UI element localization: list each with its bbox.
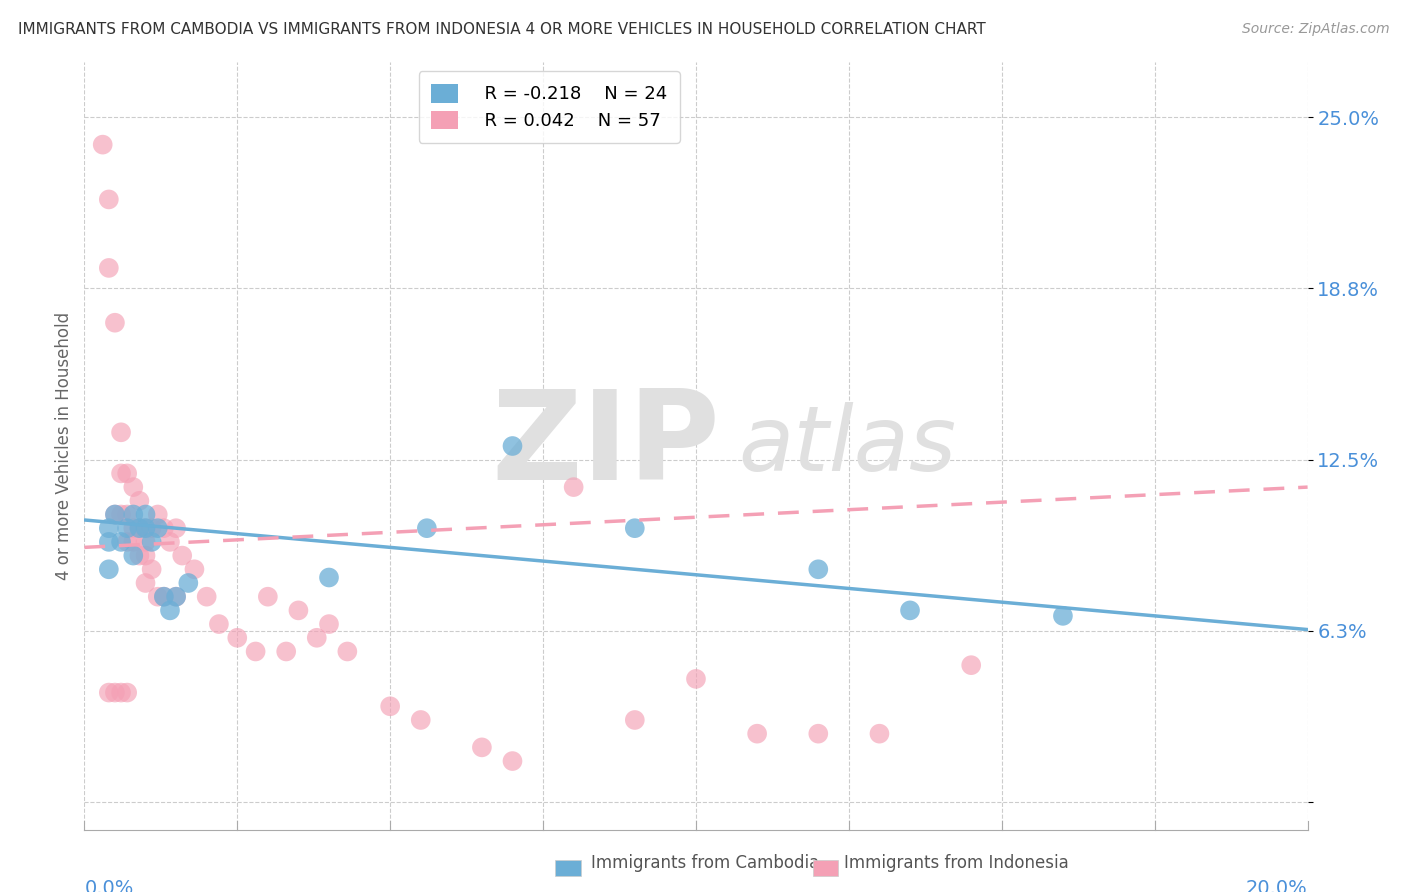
Point — [226, 631, 249, 645]
Point — [287, 603, 309, 617]
Point — [122, 480, 145, 494]
Point — [115, 534, 138, 549]
Point — [104, 685, 127, 699]
Point — [141, 521, 163, 535]
Text: IMMIGRANTS FROM CAMBODIA VS IMMIGRANTS FROM INDONESIA 4 OR MORE VEHICLES IN HOUS: IMMIGRANTS FROM CAMBODIA VS IMMIGRANTS F… — [18, 22, 986, 37]
Point — [115, 508, 138, 522]
Point — [97, 521, 120, 535]
Point — [97, 260, 120, 275]
Point — [685, 672, 707, 686]
Point — [960, 658, 983, 673]
Point — [624, 521, 647, 535]
Point — [115, 521, 138, 535]
Point — [305, 631, 328, 645]
Point — [104, 316, 127, 330]
Point — [409, 713, 432, 727]
Point — [110, 534, 132, 549]
Point — [177, 576, 200, 591]
Text: 20.0%: 20.0% — [1246, 879, 1308, 892]
Point — [1052, 608, 1074, 623]
Point — [807, 726, 830, 740]
Point — [122, 521, 145, 535]
Point — [141, 534, 163, 549]
Point — [135, 508, 157, 522]
Point — [128, 521, 150, 535]
Text: Immigrants from Cambodia: Immigrants from Cambodia — [591, 855, 818, 872]
Point — [91, 137, 114, 152]
Point — [416, 521, 439, 535]
Point — [165, 590, 187, 604]
Point — [141, 562, 163, 576]
Point — [97, 193, 120, 207]
Point — [104, 508, 127, 522]
Point — [115, 685, 138, 699]
Point — [153, 590, 176, 604]
Text: 0.0%: 0.0% — [84, 879, 134, 892]
Point — [172, 549, 194, 563]
Point — [115, 467, 138, 481]
Point — [257, 590, 280, 604]
Point — [183, 562, 205, 576]
Point — [245, 644, 267, 658]
Y-axis label: 4 or more Vehicles in Household: 4 or more Vehicles in Household — [55, 312, 73, 580]
Point — [146, 508, 169, 522]
Point — [110, 685, 132, 699]
Point — [104, 508, 127, 522]
Legend:   R = -0.218    N = 24,   R = 0.042    N = 57: R = -0.218 N = 24, R = 0.042 N = 57 — [419, 71, 679, 143]
Point — [318, 617, 340, 632]
Point — [128, 493, 150, 508]
Point — [153, 521, 176, 535]
Text: atlas: atlas — [738, 402, 956, 490]
Point — [122, 534, 145, 549]
Point — [898, 603, 921, 617]
Point — [502, 754, 524, 768]
Point — [165, 521, 187, 535]
Point — [502, 439, 524, 453]
Point — [562, 480, 585, 494]
Point — [380, 699, 402, 714]
Point — [807, 562, 830, 576]
Point — [276, 644, 298, 658]
Point — [135, 521, 157, 535]
Text: ZIP: ZIP — [492, 385, 720, 507]
Point — [122, 508, 145, 522]
Point — [135, 576, 157, 591]
Point — [165, 590, 187, 604]
Point — [146, 521, 169, 535]
Point — [110, 425, 132, 440]
Point — [208, 617, 231, 632]
Point — [195, 590, 218, 604]
Point — [128, 521, 150, 535]
Point — [624, 713, 647, 727]
Point — [97, 685, 120, 699]
Point — [153, 590, 176, 604]
Point — [336, 644, 359, 658]
Point — [110, 467, 132, 481]
Text: Source: ZipAtlas.com: Source: ZipAtlas.com — [1241, 22, 1389, 37]
Point — [747, 726, 769, 740]
Point — [128, 549, 150, 563]
Point — [135, 534, 157, 549]
Point — [159, 603, 181, 617]
Text: Immigrants from Indonesia: Immigrants from Indonesia — [844, 855, 1069, 872]
Point — [135, 549, 157, 563]
Point — [97, 562, 120, 576]
Point — [97, 534, 120, 549]
Point — [110, 508, 132, 522]
Point — [318, 570, 340, 584]
Point — [135, 521, 157, 535]
Point — [146, 590, 169, 604]
Point — [122, 549, 145, 563]
Point — [869, 726, 891, 740]
Point — [159, 534, 181, 549]
Point — [471, 740, 494, 755]
